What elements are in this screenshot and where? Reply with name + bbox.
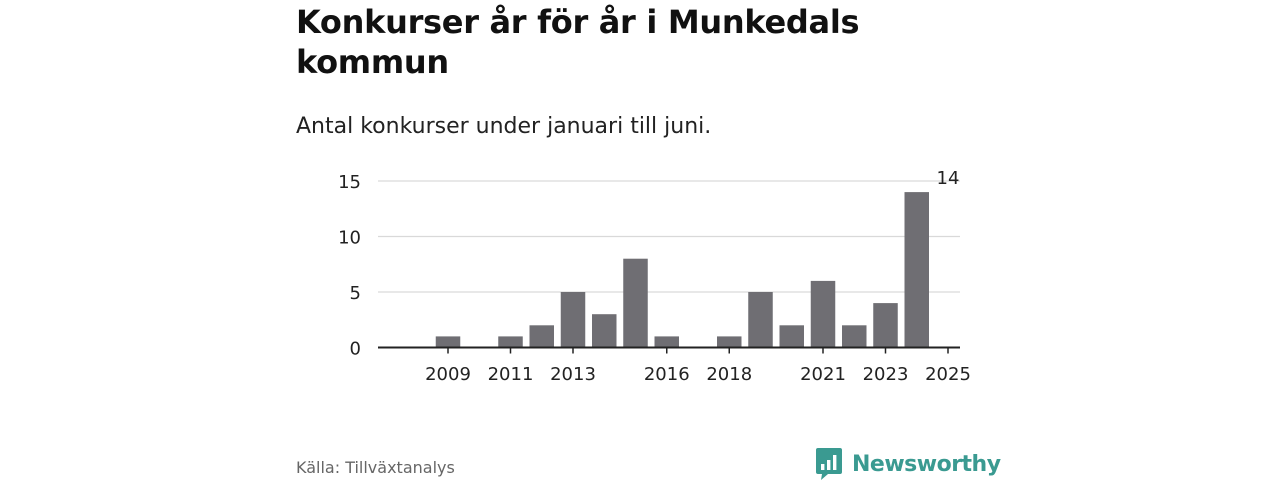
data-label: 14	[937, 168, 960, 189]
bar	[623, 258, 648, 348]
bar	[717, 336, 742, 348]
bar	[748, 292, 773, 348]
newsworthy-logo-icon	[816, 448, 842, 480]
x-tick-label: 2025	[925, 364, 971, 385]
x-tick-label: 2013	[550, 364, 596, 385]
bar	[435, 336, 461, 348]
brand-name: Newsworthy	[852, 451, 1001, 477]
source-label: Källa: Tillväxtanalys	[296, 458, 455, 477]
bar	[904, 192, 929, 348]
bar	[592, 314, 617, 348]
bar	[654, 336, 679, 348]
bar	[498, 336, 523, 348]
bar	[560, 292, 586, 348]
x-tick-label: 2011	[488, 364, 534, 385]
y-tick-label: 10	[338, 228, 361, 249]
x-tick-label: 2009	[425, 364, 471, 385]
bar	[873, 303, 898, 348]
x-tick-label: 2023	[863, 364, 909, 385]
brand: Newsworthy	[815, 446, 1001, 480]
bar	[779, 325, 804, 348]
bar	[529, 325, 554, 348]
bar	[810, 280, 836, 348]
chart-title: Konkurser år för år i Munkedals kommun	[296, 3, 860, 81]
y-tick-label: 15	[338, 172, 361, 193]
y-tick-label: 0	[350, 339, 361, 360]
y-tick-label: 5	[350, 283, 361, 304]
x-tick-label: 2021	[800, 364, 846, 385]
chart-subtitle: Antal konkurser under januari till juni.	[296, 114, 712, 139]
x-tick-label: 2018	[706, 364, 752, 385]
bar	[842, 325, 867, 348]
x-tick-label: 2016	[644, 364, 690, 385]
